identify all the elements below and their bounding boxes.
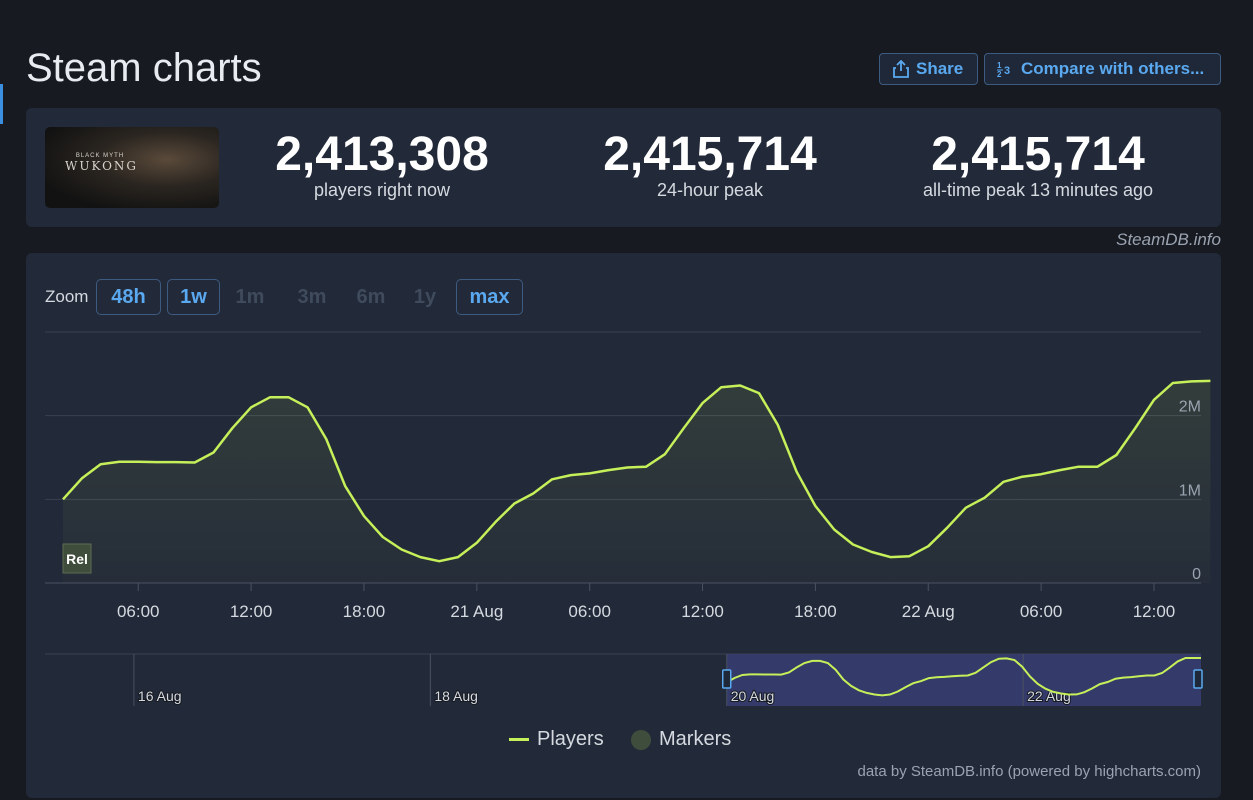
zoom-1y-button[interactable]: 1y [413,285,437,308]
thumb-line1: BLACK MYTH [75,153,125,159]
zoom-max-button[interactable]: max [456,279,523,315]
legend-players[interactable]: Players [509,728,604,751]
zoom-6m-button[interactable]: 6m [356,285,386,308]
x-tick-label: 06:00 [117,602,160,621]
navigator-label: 18 Aug [434,688,478,704]
x-tick-label: 12:00 [681,602,724,621]
stats-panel: BLACK MYTH WUKONG 2,413,308 players righ… [26,108,1221,227]
page-title: Steam charts [26,46,262,90]
legend-markers-label: Markers [659,728,732,750]
stat-value: 2,413,308 [275,128,489,181]
navigator-selection[interactable] [726,654,1201,706]
share-button[interactable]: Share [879,53,978,85]
markers-swatch-icon [631,729,651,750]
x-tick-label: 22 Aug [902,602,955,621]
zoom-label: Zoom [45,287,89,306]
left-accent-bar [0,84,3,124]
x-tick-label: 06:00 [1020,602,1063,621]
navigator-label: 20 Aug [731,688,775,704]
x-tick-label: 21 Aug [450,602,503,621]
zoom-48h-button[interactable]: 48h [96,279,161,315]
x-tick-label: 18:00 [794,602,837,621]
stat-label: 24-hour peak [656,180,764,200]
y-tick-label: 0 [1192,566,1201,583]
navigator-series-line [726,657,1201,697]
svg-text:1: 1 [997,61,1002,70]
share-icon [892,60,910,78]
navigator-right-handle[interactable] [1193,669,1203,689]
x-tick-label: 18:00 [343,602,386,621]
stat-24h-peak: 2,415,714 24-hour peak [582,126,838,201]
stat-value: 2,415,714 [603,128,817,181]
highcharts-credit[interactable]: data by SteamDB.info (powered by highcha… [857,763,1202,780]
svg-text:2: 2 [997,70,1002,78]
zoom-3m-button[interactable]: 3m [297,285,327,308]
release-marker[interactable]: Rel [62,543,92,574]
stat-label: players right now [313,180,451,200]
legend-markers[interactable]: Markers [631,728,731,751]
players-area [63,380,1211,583]
navigator-label: 16 Aug [138,688,182,704]
share-label: Share [916,59,964,78]
stat-players-now: 2,413,308 players right now [256,126,508,201]
legend-players-label: Players [537,728,604,750]
stat-all-time-peak: 2,415,714 all-time peak 13 minutes ago [908,126,1168,201]
players-series-line[interactable] [62,379,1211,563]
svg-text:3: 3 [1004,65,1010,77]
svg-text:Rel: Rel [66,551,88,567]
steamdb-credit[interactable]: SteamDB.info [1116,230,1221,249]
y-tick-label: 1M [1179,482,1201,499]
zoom-1m-button[interactable]: 1m [235,285,265,308]
game-thumbnail[interactable]: BLACK MYTH WUKONG [45,127,219,208]
stat-value: 2,415,714 [931,128,1145,181]
thumb-line2: WUKONG [65,159,139,173]
navigator-left-handle[interactable] [721,669,732,689]
stat-label: all-time peak 13 minutes ago [922,180,1154,200]
x-tick-label: 12:00 [1133,602,1176,621]
players-swatch-icon [509,738,529,741]
compare-label: Compare with others... [1021,59,1205,78]
zoom-1w-button[interactable]: 1w [167,279,220,315]
x-tick-label: 12:00 [230,602,273,621]
x-tick-label: 06:00 [568,602,611,621]
navigator-label: 22 Aug [1027,688,1071,704]
y-tick-label: 2M [1179,399,1201,416]
